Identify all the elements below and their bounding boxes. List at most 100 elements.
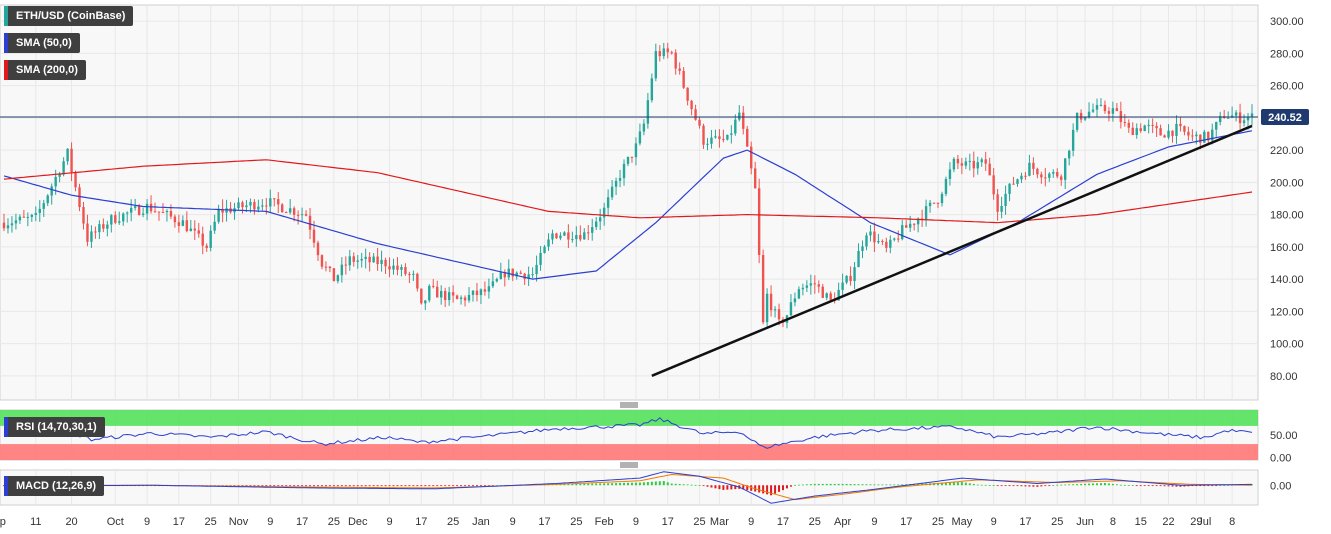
candle-body: [376, 256, 379, 265]
candle: [722, 129, 725, 143]
candle: [1004, 185, 1007, 215]
macd-hist-bar: [340, 485, 343, 487]
candle-body: [495, 279, 499, 282]
candle: [678, 62, 681, 75]
candle-body: [984, 159, 987, 164]
macd-tag[interactable]: MACD (12,26,9): [4, 476, 105, 496]
macd-hist-bar: [638, 482, 641, 486]
candle-body: [153, 211, 157, 213]
candle-body: [901, 225, 904, 240]
sma200-tag[interactable]: SMA (200,0): [4, 60, 86, 80]
candle: [861, 240, 864, 259]
candle: [1091, 103, 1095, 113]
candle: [952, 157, 956, 173]
candle-body: [269, 198, 272, 207]
candle-body: [491, 281, 495, 287]
macd-hist-bar: [1092, 483, 1095, 486]
candle-body: [761, 254, 765, 323]
candle-body: [277, 199, 280, 205]
trendline: [651, 124, 1253, 377]
candle: [857, 243, 860, 268]
candle: [602, 202, 606, 226]
macd-hist-bar: [877, 484, 880, 486]
candle: [968, 153, 972, 171]
candle-body: [598, 217, 602, 222]
macd-hist-bar: [269, 485, 272, 487]
candle-body: [292, 208, 296, 215]
macd-hist-bar: [1072, 484, 1075, 486]
candle-body: [531, 274, 534, 276]
candle-body: [825, 293, 828, 298]
macd-hist-bar: [265, 485, 268, 487]
sma50-tag[interactable]: SMA (50,0): [4, 33, 80, 53]
candle-body: [1179, 123, 1182, 127]
candle-body: [439, 290, 443, 298]
candle: [575, 226, 578, 247]
x-tick-label: 9: [144, 516, 150, 528]
candle: [70, 142, 73, 182]
macd-hist-bar: [1127, 485, 1130, 486]
macd-hist-bar: [1167, 485, 1170, 487]
candle-body: [515, 272, 518, 277]
candle-body: [225, 208, 228, 213]
candle-body: [1075, 112, 1079, 130]
candle: [714, 129, 717, 139]
x-tick-label: 25: [693, 516, 705, 528]
macd-hist-bar: [627, 482, 629, 486]
candle-body: [853, 267, 856, 282]
macd-hist-bar: [1219, 485, 1222, 487]
candle: [451, 285, 455, 303]
macd-hist-bar: [714, 485, 717, 489]
candle: [495, 277, 499, 283]
candle-body: [74, 172, 77, 188]
candle: [996, 188, 999, 221]
candle-body: [948, 169, 952, 179]
macd-hist-bar: [297, 485, 300, 487]
macd-hist-bar: [809, 484, 812, 486]
candle-body: [1012, 183, 1015, 185]
instrument-tag[interactable]: ETH/USD (CoinBase): [4, 6, 134, 26]
candle-body: [773, 309, 777, 311]
candle-body: [1083, 117, 1087, 120]
candle-body: [523, 273, 526, 279]
candle: [897, 230, 900, 243]
candle: [50, 183, 53, 205]
candle: [1107, 107, 1111, 122]
candle-body: [555, 233, 558, 239]
candle-body: [857, 250, 860, 268]
candle: [1083, 116, 1087, 122]
macd-hist-bar: [1088, 483, 1091, 486]
candle: [416, 272, 419, 292]
macd-hist-bar: [1163, 485, 1166, 487]
candle-body: [98, 224, 101, 233]
macd-hist-bar: [905, 484, 908, 486]
rsi-tag[interactable]: RSI (14,70,30,1): [4, 417, 105, 437]
candle: [690, 99, 693, 116]
candle: [773, 306, 777, 318]
candle: [499, 262, 503, 280]
macd-hist-bar: [245, 485, 248, 487]
candle: [1000, 196, 1003, 219]
candle: [1008, 183, 1011, 202]
candle-body: [690, 100, 693, 110]
macd-hist-bar: [444, 485, 447, 487]
candle-body: [455, 295, 459, 299]
candle-body: [1159, 128, 1162, 136]
candle-body: [738, 112, 741, 120]
candle-body: [845, 275, 848, 283]
macd-hist-bar: [1175, 485, 1178, 487]
candle: [225, 199, 228, 222]
candle-body: [1131, 127, 1134, 136]
macd-hist-bar: [849, 484, 852, 486]
candle: [149, 195, 153, 214]
macd-hist-bar: [471, 485, 474, 487]
x-tick-label: Jan: [472, 516, 490, 528]
sma50-label: SMA (50,0): [16, 37, 72, 49]
candle: [579, 225, 582, 242]
candle: [539, 246, 542, 271]
x-tick-label: 8: [1229, 516, 1235, 528]
candle-body: [583, 232, 586, 240]
sma200-label: SMA (200,0): [16, 64, 78, 76]
macd-hist-bar: [869, 484, 872, 486]
